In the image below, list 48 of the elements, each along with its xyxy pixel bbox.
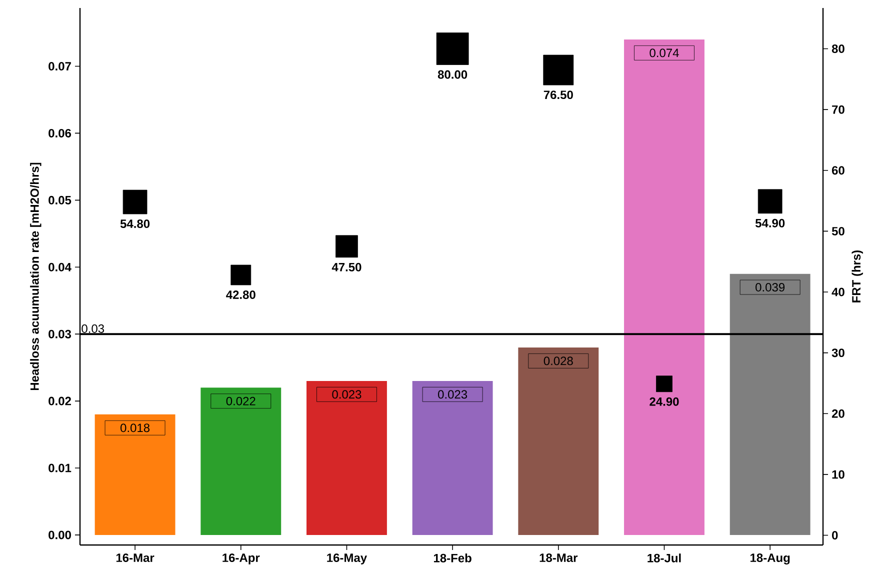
y-tick-label: 0.01 — [48, 464, 72, 472]
y-tick-label: 0.00 — [48, 530, 71, 540]
x-tick-label: 16-May — [327, 554, 367, 564]
x-tick-label: 16-Mar — [116, 554, 154, 562]
y2-tick-label: 40 — [832, 288, 844, 296]
bar — [518, 347, 599, 535]
data-label: 24.90 — [650, 397, 679, 406]
y-tick-label: 0.04 — [48, 262, 72, 272]
data-label: 0.022 — [226, 396, 256, 406]
y2-tick-label: 20 — [832, 409, 844, 418]
y2-tick-label: 60 — [832, 166, 844, 175]
bar — [624, 39, 704, 535]
y-tick-label: 0.03 — [48, 330, 72, 338]
data-label: 0.018 — [120, 424, 150, 432]
y-tick-label: 0.05 — [48, 196, 72, 204]
ref-line-label: 0.03 — [82, 324, 104, 333]
x-tick-label: 16-Apr — [222, 554, 260, 564]
y-axis-title: Headloss acuumulation rate [mH2O/hrs] — [30, 162, 42, 390]
data-label: 54.80 — [120, 220, 150, 228]
x-tick-label: 18-Feb — [434, 554, 472, 562]
y2-tick-label: 50 — [832, 226, 844, 236]
x-tick-label: 18-Mar — [540, 554, 578, 562]
y-tick-label: 0.07 — [48, 62, 71, 70]
y-tick-label: 0.06 — [48, 128, 72, 138]
bar — [412, 380, 493, 535]
bar — [200, 388, 282, 535]
x-tick-label: 18-Jul — [648, 554, 681, 562]
data-label: 0.039 — [756, 283, 785, 292]
y2-tick-label: 10 — [832, 470, 844, 479]
y2-tick-label: 80 — [832, 44, 844, 53]
data-label: 42.80 — [226, 290, 256, 299]
bar — [730, 274, 810, 535]
x-tick-label: 18-Aug — [750, 554, 790, 564]
data-label: 80.00 — [438, 70, 468, 79]
data-label: 76.50 — [544, 90, 573, 100]
data-label: 0.023 — [438, 390, 468, 399]
data-label: 47.50 — [332, 262, 362, 272]
y2-tick-label: 30 — [832, 348, 844, 358]
y2-tick-label: 0 — [832, 531, 838, 540]
data-label: 54.90 — [755, 218, 785, 228]
y-tick-label: 0.02 — [48, 396, 71, 406]
bar — [94, 414, 176, 535]
y2-axis-title: FRT (hrs) — [852, 250, 863, 302]
data-label: 0.028 — [544, 356, 573, 366]
data-label: 0.023 — [332, 390, 362, 399]
data-label: 0.074 — [650, 48, 679, 58]
bar — [306, 380, 387, 535]
y2-tick-label: 70 — [832, 105, 844, 114]
